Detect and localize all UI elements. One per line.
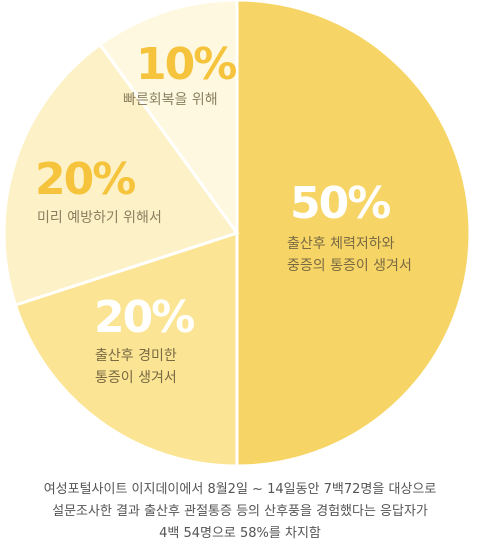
slice-desc-label-1-1: 출산후 체력저하와 xyxy=(287,236,395,252)
slice-desc-label-2-2: 통증이 생겨서 xyxy=(95,370,177,386)
slice-desc-label-3-1: 미리 예방하기 위해서 xyxy=(37,210,162,226)
slice-desc-label-4-1: 빠른회복을 위해 xyxy=(123,92,218,108)
slice-desc-label-1-2: 중증의 통증이 생겨서 xyxy=(287,258,412,274)
caption-line-2: 설문조사한 결과 출산후 관절통증 등의 산후풍을 경험했다는 응답자가 xyxy=(52,504,428,519)
caption-line-1: 여성포털사이트 이지데이에서 8월2일 ~ 14일동안 7백72명을 대상으로 xyxy=(43,482,437,497)
caption-line-3: 4백 54명으로 58%를 차지함 xyxy=(159,526,321,541)
slice-percent-label-2: 20% xyxy=(94,292,194,343)
pie-slice-1 xyxy=(235,0,472,468)
slice-percent-label-3: 20% xyxy=(35,154,135,205)
slice-percent-label-4: 10% xyxy=(136,39,236,90)
pie-slice-4 xyxy=(97,0,239,238)
pie-slice-3 xyxy=(2,42,240,307)
slice-percent-label-1: 50% xyxy=(290,178,390,229)
survey-caption: 여성포털사이트 이지데이에서 8월2일 ~ 14일동안 7백72명을 대상으로 … xyxy=(0,479,480,545)
pie-slice-2 xyxy=(13,230,239,468)
slice-desc-label-2-1: 출산후 경미한 xyxy=(95,348,177,364)
